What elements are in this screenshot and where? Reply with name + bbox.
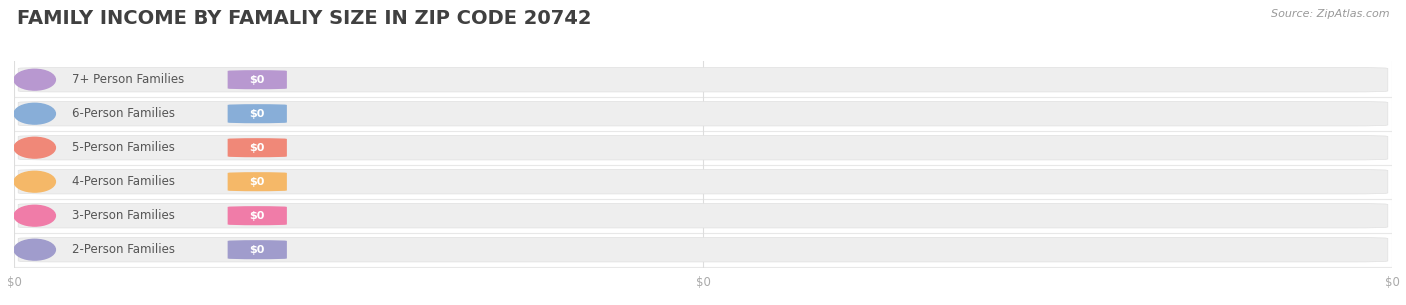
FancyBboxPatch shape — [18, 170, 1388, 194]
Text: 5-Person Families: 5-Person Families — [72, 141, 174, 154]
Text: $0: $0 — [250, 177, 264, 187]
FancyBboxPatch shape — [228, 104, 287, 123]
Ellipse shape — [14, 69, 55, 90]
Text: $0: $0 — [250, 109, 264, 119]
Ellipse shape — [14, 239, 55, 260]
FancyBboxPatch shape — [228, 70, 287, 89]
FancyBboxPatch shape — [18, 135, 1388, 160]
Text: 7+ Person Families: 7+ Person Families — [72, 73, 184, 86]
Text: 4-Person Families: 4-Person Families — [72, 175, 174, 188]
FancyBboxPatch shape — [228, 172, 287, 191]
Text: 2-Person Families: 2-Person Families — [72, 243, 174, 256]
FancyBboxPatch shape — [228, 240, 287, 259]
FancyBboxPatch shape — [18, 67, 1388, 92]
FancyBboxPatch shape — [18, 102, 1388, 126]
Text: 3-Person Families: 3-Person Families — [72, 209, 174, 222]
FancyBboxPatch shape — [18, 238, 1388, 262]
Text: $0: $0 — [250, 75, 264, 85]
Text: FAMILY INCOME BY FAMALIY SIZE IN ZIP CODE 20742: FAMILY INCOME BY FAMALIY SIZE IN ZIP COD… — [17, 9, 592, 28]
Ellipse shape — [14, 137, 55, 158]
FancyBboxPatch shape — [228, 138, 287, 157]
Ellipse shape — [14, 103, 55, 124]
FancyBboxPatch shape — [228, 206, 287, 225]
Text: $0: $0 — [250, 211, 264, 221]
FancyBboxPatch shape — [18, 203, 1388, 228]
Text: 6-Person Families: 6-Person Families — [72, 107, 174, 120]
Text: Source: ZipAtlas.com: Source: ZipAtlas.com — [1271, 9, 1389, 19]
Text: $0: $0 — [250, 143, 264, 153]
Ellipse shape — [14, 205, 55, 226]
Text: $0: $0 — [250, 245, 264, 255]
Ellipse shape — [14, 171, 55, 192]
